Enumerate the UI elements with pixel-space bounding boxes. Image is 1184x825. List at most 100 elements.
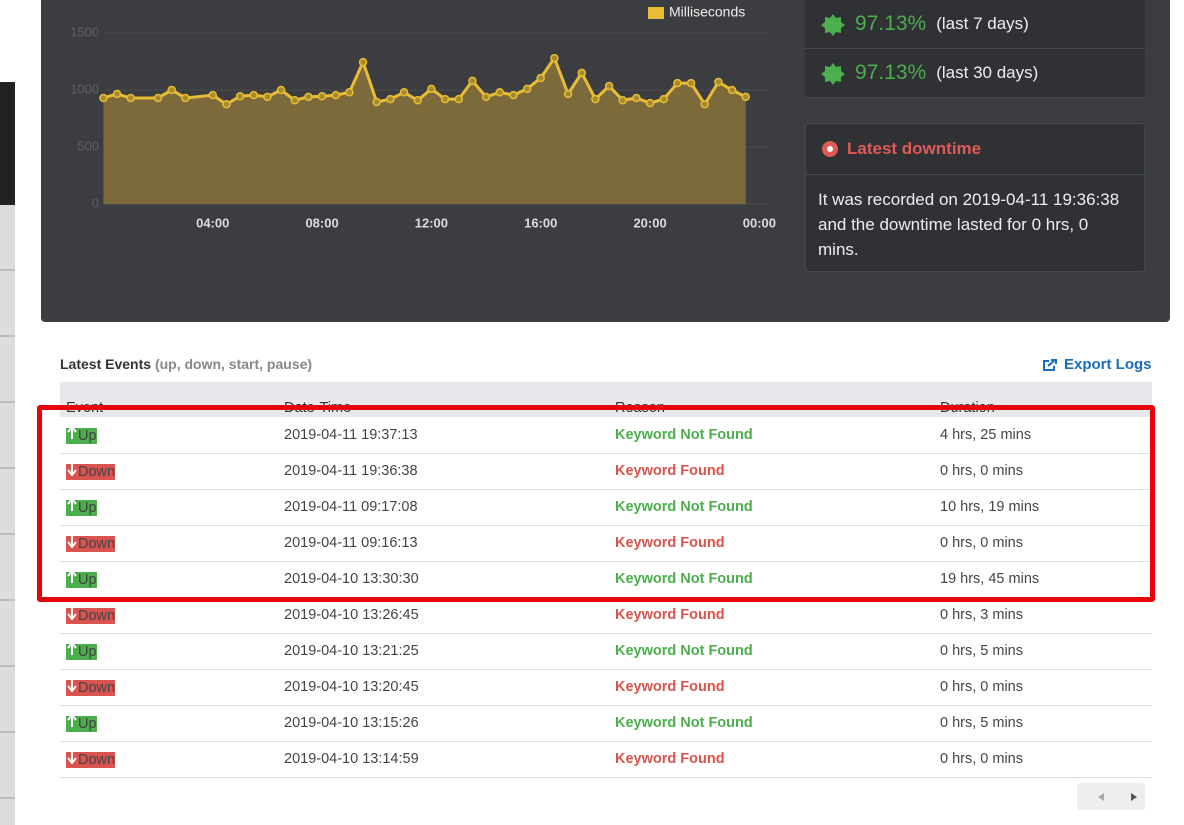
- event-cell: Up: [60, 705, 278, 741]
- point: [305, 93, 312, 100]
- point: [100, 94, 107, 101]
- point: [510, 92, 517, 99]
- area: [103, 58, 745, 204]
- x-tick-label: 12:00: [415, 215, 448, 230]
- export-link[interactable]: Export Logs: [1042, 356, 1152, 373]
- point: [264, 93, 271, 100]
- point: [428, 85, 435, 92]
- point: [182, 94, 189, 101]
- events-subtitle: (up, down, start, pause): [155, 356, 312, 372]
- point: [414, 97, 421, 104]
- event-cell: Down: [60, 597, 278, 633]
- x-tick-label: 16:00: [524, 215, 557, 230]
- point: [619, 97, 626, 104]
- datetime-cell: 2019-04-10 13:26:45: [278, 597, 609, 633]
- export-icon: [1042, 358, 1058, 372]
- legend-swatch: [648, 7, 664, 19]
- export-label[interactable]: Export Logs: [1064, 356, 1152, 373]
- pager-arrows[interactable]: [1077, 783, 1145, 810]
- event-label: Up: [78, 644, 97, 660]
- point: [606, 83, 613, 90]
- duration-cell: 0 hrs, 3 mins: [934, 597, 1152, 633]
- point: [537, 75, 544, 82]
- point: [660, 96, 667, 103]
- duration-cell: 0 hrs, 5 mins: [934, 705, 1152, 741]
- point: [237, 93, 244, 100]
- point: [674, 80, 681, 87]
- uptime-icon: [805, 9, 855, 39]
- downtime-title: Latest downtime: [847, 139, 981, 159]
- event-badge: Down: [66, 680, 115, 696]
- downtime-icon: [821, 139, 847, 159]
- point: [209, 92, 216, 99]
- uptime-period: (last 30 days): [936, 63, 1038, 83]
- point: [114, 90, 121, 97]
- event-label: Down: [78, 680, 115, 696]
- highlight-box: [37, 405, 1155, 602]
- reason-cell: Keyword Found: [609, 597, 934, 633]
- events-title: Latest Events (up, down, start, pause): [60, 356, 312, 372]
- uptime-icon: [805, 58, 855, 88]
- uptime-row: 97.13% (last 30 days): [805, 49, 1145, 98]
- point: [483, 93, 490, 100]
- y-tick-label: 1000: [70, 81, 99, 96]
- point: [455, 96, 462, 103]
- y-tick-label: 500: [77, 138, 99, 153]
- point: [319, 93, 326, 100]
- point: [469, 77, 476, 84]
- point: [127, 94, 134, 101]
- uptime-period: (last 7 days): [936, 14, 1029, 34]
- event-row: Down 2019-04-10 13:14:59Keyword Found0 hr…: [60, 741, 1152, 777]
- datetime-cell: 2019-04-10 13:21:25: [278, 633, 609, 669]
- point: [360, 59, 367, 66]
- point: [742, 93, 749, 100]
- point: [578, 69, 585, 76]
- point: [387, 96, 394, 103]
- duration-cell: 0 hrs, 0 mins: [934, 741, 1152, 777]
- y-tick-label: 0: [92, 195, 99, 210]
- arrow-icon: [66, 642, 78, 656]
- uptime-row: 97.13% (last 7 days): [805, 0, 1145, 49]
- uptime-value: 97.13%: [855, 61, 926, 85]
- point: [168, 87, 175, 94]
- datetime-cell: 2019-04-10 13:14:59: [278, 741, 609, 777]
- datetime-cell: 2019-04-10 13:20:45: [278, 669, 609, 705]
- point: [729, 87, 736, 94]
- event-cell: Down: [60, 741, 278, 777]
- x-tick-label: 20:00: [633, 215, 666, 230]
- point: [524, 85, 531, 92]
- reason-cell: Keyword Found: [609, 741, 934, 777]
- point: [701, 101, 708, 108]
- arrow-icon: [66, 750, 78, 764]
- chart: 05001000150004:0008:0012:0016:0020:0000:…: [0, 0, 800, 322]
- point: [291, 97, 298, 104]
- point: [346, 89, 353, 96]
- event-cell: Up: [60, 633, 278, 669]
- duration-cell: 0 hrs, 5 mins: [934, 633, 1152, 669]
- point: [155, 94, 162, 101]
- x-tick-label: 04:00: [196, 215, 229, 230]
- point: [442, 96, 449, 103]
- arrow-icon: [66, 678, 78, 692]
- event-label: Up: [78, 716, 97, 732]
- event-label: Down: [78, 608, 115, 624]
- event-badge: Down: [66, 608, 115, 624]
- point: [647, 100, 654, 107]
- point: [496, 89, 503, 96]
- datetime-cell: 2019-04-10 13:15:26: [278, 705, 609, 741]
- event-label: Down: [78, 752, 115, 768]
- event-badge: Up: [66, 644, 97, 660]
- x-tick-label: 00:00: [743, 215, 776, 230]
- arrow-icon: [66, 714, 78, 728]
- point: [250, 92, 257, 99]
- event-badge: Down: [66, 752, 115, 768]
- y-tick-label: 1500: [70, 24, 99, 39]
- event-cell: Down: [60, 669, 278, 705]
- point: [565, 90, 572, 97]
- event-row: Up2019-04-10 13:15:26Keyword Not Found0 …: [60, 705, 1152, 741]
- event-row: Down2019-04-10 13:20:45Keyword Found0 hr…: [60, 669, 1152, 705]
- point: [551, 55, 558, 62]
- reason-cell: Keyword Not Found: [609, 633, 934, 669]
- downtime-text: It was recorded on 2019-04-11 19:36:38 a…: [806, 175, 1144, 274]
- point: [373, 98, 380, 105]
